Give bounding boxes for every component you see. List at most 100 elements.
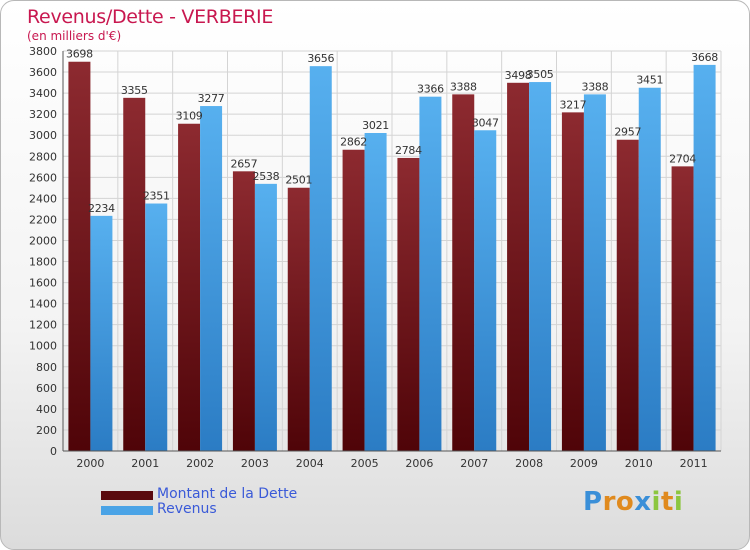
x-tick-label: 2004 [296, 457, 324, 470]
y-tick-label: 1800 [29, 256, 57, 269]
bar-dette [123, 97, 146, 451]
data-label: 3047 [472, 116, 499, 129]
x-tick-label: 2009 [570, 457, 598, 470]
bar-dette [452, 94, 475, 452]
y-tick-label: 3200 [29, 108, 57, 121]
bar-revenus [583, 94, 606, 452]
bar-dette [397, 157, 420, 451]
bar-dette [287, 187, 310, 451]
y-tick-label: 1400 [29, 298, 57, 311]
bar-dette [68, 61, 91, 451]
y-tick-label: 800 [36, 361, 57, 374]
x-tick-label: 2005 [351, 457, 379, 470]
logo-letter: o [615, 487, 635, 517]
x-tick-label: 2010 [625, 457, 653, 470]
data-label: 3217 [560, 98, 587, 111]
x-tick-label: 2006 [405, 457, 433, 470]
data-label: 3355 [121, 84, 148, 97]
bar-revenus [364, 133, 387, 451]
y-tick-label: 1200 [29, 319, 57, 332]
data-label: 2351 [143, 190, 170, 203]
logo-letter: r [602, 487, 616, 517]
y-tick-label: 2600 [29, 171, 57, 184]
data-label: 3366 [417, 83, 444, 96]
y-tick-label: 3000 [29, 129, 57, 142]
legend-label-debt: Montant de la Dette [157, 486, 298, 502]
logo-letter: P [583, 487, 603, 517]
logo-letter: i [651, 487, 661, 517]
data-label: 2501 [285, 174, 312, 187]
data-label: 3021 [362, 119, 389, 132]
logo-letter: t [660, 487, 674, 517]
data-label: 2538 [253, 170, 280, 183]
data-label: 3498 [505, 69, 532, 82]
y-tick-label: 0 [50, 445, 57, 458]
y-tick-label: 200 [36, 424, 57, 437]
data-label: 3451 [636, 74, 663, 87]
legend-swatch-debt [101, 491, 153, 500]
bar-dette [342, 149, 365, 451]
data-label: 3698 [66, 48, 93, 61]
axes: 0 200 400 600 800 1000 1200 1400 1600 1800 2000 220… [29, 45, 721, 470]
legend-label-revenus: Revenus [157, 501, 217, 517]
data-label: 3668 [691, 51, 718, 64]
bar-dette [671, 166, 694, 452]
data-label: 3388 [582, 80, 609, 93]
x-tick-label: 2000 [76, 457, 104, 470]
bar-revenus [145, 203, 168, 451]
data-label: 2862 [340, 136, 367, 149]
chart-subtitle: (en milliers d'€) [27, 29, 122, 43]
y-tick-label: 2000 [29, 234, 57, 247]
data-label: 3656 [307, 52, 334, 65]
y-tick-label: 2800 [29, 150, 57, 163]
logo-letter: x [634, 487, 652, 517]
data-label: 2704 [669, 152, 696, 165]
chart-title: Revenus/Dette - VERBERIE [27, 6, 274, 28]
y-tick-label: 3400 [29, 87, 57, 100]
y-tick-label: 2400 [29, 192, 57, 205]
bar-dette [232, 171, 255, 451]
bar-revenus [200, 106, 223, 451]
x-tick-label: 2007 [460, 457, 488, 470]
bar-revenus [309, 66, 332, 451]
y-tick-label: 400 [36, 403, 57, 416]
legend-swatch-revenus [101, 506, 153, 515]
x-tick-label: 2002 [186, 457, 214, 470]
bar-dette [507, 82, 530, 451]
bar-revenus [90, 215, 113, 451]
bar-revenus [638, 87, 661, 451]
data-label: 3505 [527, 68, 554, 81]
bar-revenus [474, 130, 497, 451]
grid-lines [62, 50, 722, 452]
y-tick-label: 1000 [29, 340, 57, 353]
y-tick-label: 600 [36, 382, 57, 395]
x-tick-label: 2001 [131, 457, 159, 470]
data-label: 3109 [176, 110, 203, 123]
logo-letter: i [673, 487, 684, 517]
data-label: 3277 [198, 92, 225, 105]
data-label: 3388 [450, 80, 477, 93]
y-tick-label: 3800 [29, 45, 57, 58]
y-tick-label: 2200 [29, 213, 57, 226]
bar-revenus [529, 82, 552, 451]
data-label: 2957 [614, 126, 641, 139]
data-label: 2657 [231, 157, 258, 170]
bar-revenus [254, 183, 277, 451]
x-tick-label: 2008 [515, 457, 543, 470]
bar-revenus [419, 96, 442, 452]
y-tick-label: 1600 [29, 277, 57, 290]
bar-dette [561, 112, 584, 452]
bar-revenus [693, 64, 716, 451]
proxiti-logo: Proxiti [583, 487, 683, 517]
bar-dette [178, 123, 201, 451]
x-tick-label: 2011 [680, 457, 708, 470]
data-label: 2784 [395, 144, 422, 157]
y-tick-label: 3600 [29, 66, 57, 79]
data-label: 2234 [88, 202, 115, 215]
x-tick-label: 2003 [241, 457, 269, 470]
bars [68, 61, 716, 452]
bar-dette [616, 139, 639, 451]
